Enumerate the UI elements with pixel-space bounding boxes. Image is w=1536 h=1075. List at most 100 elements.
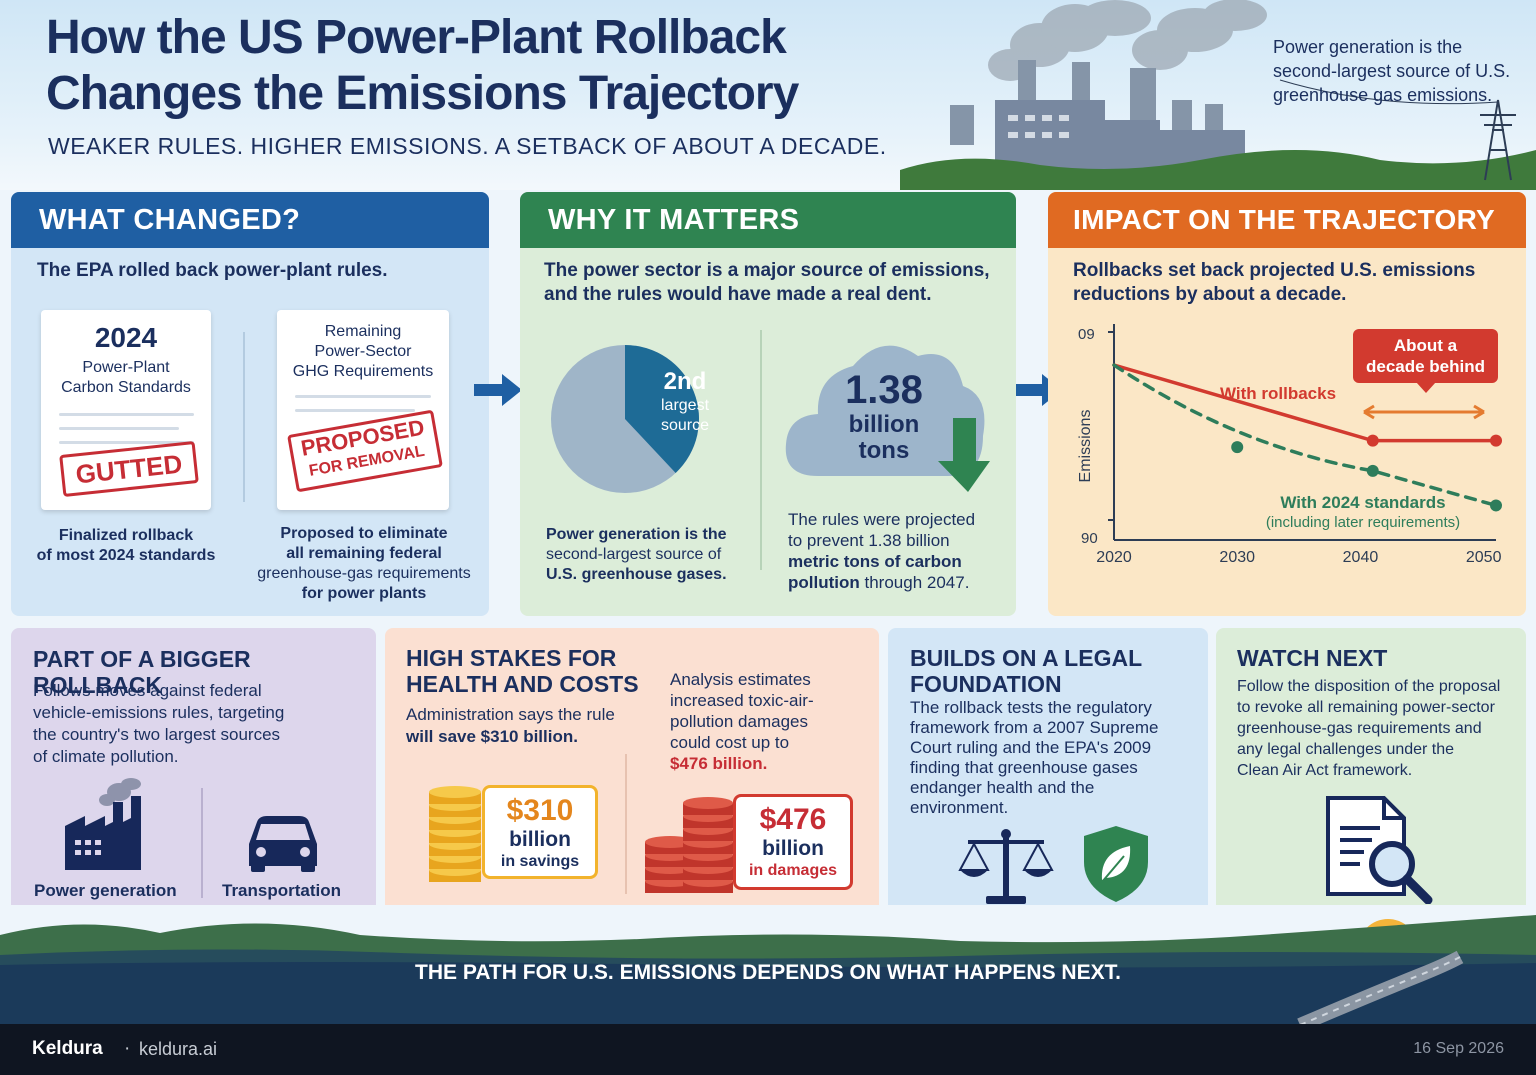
why-lead-2: and the rules would have made a real den…	[544, 284, 932, 305]
doc-line	[295, 395, 431, 398]
landscape-banner: THE PATH FOR U.S. EMISSIONS DEPENDS ON W…	[0, 905, 1536, 1025]
pie-rank: 2nd	[663, 368, 707, 395]
page-subtitle: WEAKER RULES. HIGHER EMISSIONS. A SETBAC…	[48, 133, 887, 159]
proposal-caption-4: for power plants	[301, 585, 427, 602]
bigger-rollback-panel: PART OF A BIGGER ROLLBACK Follows moves …	[11, 628, 376, 920]
legal-heading-2: FOUNDATION	[910, 671, 1062, 697]
why-it-matters-heading: WHY IT MATTERS	[520, 192, 1016, 248]
y-axis-label: Emissions	[1077, 409, 1094, 483]
requirements-label-2: Power-Sector	[314, 343, 412, 360]
damages-value: $476	[759, 803, 827, 836]
panel-divider	[760, 330, 762, 570]
bigger-text-2: vehicle-emissions rules, targeting	[33, 703, 285, 722]
pie-label: 2nd largest source	[638, 368, 732, 436]
hills-illustration	[0, 905, 1536, 1025]
cloud-unit-2: tons	[858, 437, 910, 464]
proposal-caption-3: greenhouse-gas requirements	[257, 565, 471, 582]
high-stakes-heading-2: HEALTH AND COSTS	[406, 671, 639, 697]
transportation-label: Transportation	[222, 881, 342, 900]
what-changed-heading: WHAT CHANGED?	[11, 192, 489, 248]
requirements-card: Remaining Power-Sector GHG Requirements …	[277, 310, 449, 510]
footer-separator: ·	[124, 1038, 131, 1059]
page-title: How the US Power-Plant Rollback Changes …	[46, 10, 946, 122]
bigger-text-1: Follows moves against federal	[33, 681, 262, 700]
chart-axes	[1113, 324, 1496, 541]
footer-date: 16 Sep 2026	[1413, 1040, 1504, 1057]
cloud-caption-2: to prevent 1.38 billion	[788, 531, 950, 550]
document-search-icon	[1326, 796, 1433, 904]
header: How the US Power-Plant Rollback Changes …	[0, 0, 1536, 190]
trajectory-chart: 2020 2030 2040 2050	[1096, 324, 1502, 566]
doc-line	[59, 427, 179, 430]
watch-next-heading: WATCH NEXT	[1237, 645, 1388, 671]
analysis-text-1: Analysis estimates	[670, 670, 811, 689]
cloud-caption-1: The rules were projected	[788, 510, 976, 529]
standards-label: With 2024 standards (including later req…	[1243, 492, 1483, 532]
proposal-caption-1: Proposed to eliminate	[280, 525, 448, 542]
analysis-text-4: could cost up to	[670, 733, 790, 752]
watch-text-5: Clean Air Act framework.	[1237, 762, 1413, 779]
cloud-caption-3: metric tons of carbon	[788, 552, 962, 571]
proposal-caption-2: all remaining federal	[286, 545, 442, 562]
footer-site-link[interactable]: keldura.ai	[139, 1039, 218, 1059]
pie-label-1: largest	[660, 397, 710, 414]
damages-box: $476 billion in damages	[733, 794, 853, 890]
y-tick-top: 09	[1078, 326, 1095, 343]
doc-line	[295, 409, 415, 412]
red-coins-icon	[645, 797, 733, 893]
pie-caption-1: Power generation is the	[546, 526, 727, 543]
watch-next-panel: WATCH NEXT Follow the disposition of the…	[1216, 628, 1526, 920]
damages-unit: billion	[762, 837, 824, 860]
proposed-for-removal-stamp: PROPOSED FOR REMOVAL	[287, 409, 443, 493]
cloud-number: 1.38	[845, 368, 923, 412]
stakes-divider	[625, 754, 627, 894]
power-generation-label: Power generation	[34, 881, 177, 900]
cloud-caption: The rules were projected to prevent 1.38…	[788, 509, 1008, 593]
high-stakes-lead-1: Administration says the rule	[406, 705, 615, 724]
legal-heading: BUILDS ON A LEGAL FOUNDATION	[910, 645, 1142, 697]
watch-text-4: any legal challenges under the	[1237, 741, 1455, 758]
watch-text-3: greenhouse-gas requirements and	[1237, 720, 1482, 737]
rollbacks-label: With rollbacks	[1220, 384, 1337, 403]
standards-label-1: With 2024 standards	[1280, 493, 1446, 512]
savings-value: $310	[506, 794, 574, 827]
down-arrow-icon	[938, 418, 990, 492]
y-tick-bottom: 90	[1081, 530, 1098, 547]
data-point	[1490, 499, 1502, 512]
watch-next-text: Follow the disposition of the proposal t…	[1237, 676, 1522, 781]
cloud-caption-4b: through 2047.	[859, 573, 970, 592]
decade-callout: About a decade behind	[1353, 329, 1498, 383]
cloud-caption-4a: pollution	[788, 573, 860, 592]
rollback-caption: Finalized rollback of most 2024 standard…	[21, 526, 231, 566]
banner-text: THE PATH FOR U.S. EMISSIONS DEPENDS ON W…	[415, 961, 1121, 984]
legal-text-2: framework from a 2007 Supreme	[910, 718, 1159, 737]
legal-text-1: The rollback tests the regulatory	[910, 698, 1152, 717]
bigger-text-4: of climate pollution.	[33, 747, 179, 766]
legal-text-6: environment.	[910, 798, 1009, 817]
card-divider	[243, 332, 245, 502]
standards-label-1: Power-Plant	[82, 359, 170, 376]
savings-box: $310 billion in savings	[482, 785, 598, 879]
data-point	[1366, 434, 1379, 447]
rollback-caption-1: Finalized rollback	[58, 527, 194, 544]
legal-heading-1: BUILDS ON A LEGAL	[910, 645, 1143, 671]
data-point	[1490, 434, 1502, 447]
analysis-text-3: pollution damages	[670, 712, 808, 731]
requirements-label-1: Remaining	[324, 323, 402, 340]
analysis-text-2: increased toxic-air-	[670, 691, 814, 710]
bigger-rollback-text: Follows moves against federal vehicle-em…	[33, 680, 363, 768]
what-changed-panel: WHAT CHANGED? The EPA rolled back power-…	[11, 192, 489, 616]
pie-caption-3: U.S. greenhouse gases.	[546, 566, 727, 583]
pie-caption: Power generation is the second-largest s…	[546, 525, 756, 585]
high-stakes-lead-2: will save $310 billion.	[406, 727, 578, 746]
why-lead-1: The power sector is a major source of em…	[544, 260, 990, 281]
leaf-shield-icon	[1084, 826, 1148, 902]
analysis-text: Analysis estimates increased toxic-air- …	[670, 669, 814, 774]
impact-lead-1: Rollbacks set back projected U.S. emissi…	[1073, 260, 1476, 281]
icon-divider	[201, 788, 203, 898]
x-tick-label: 2030	[1219, 549, 1255, 566]
x-tick-label: 2050	[1466, 549, 1502, 566]
watch-text-2: to revoke all remaining power-sector	[1237, 699, 1495, 716]
cloud-icon	[785, 345, 990, 492]
legal-text-4: finding that greenhouse gases	[910, 758, 1138, 777]
